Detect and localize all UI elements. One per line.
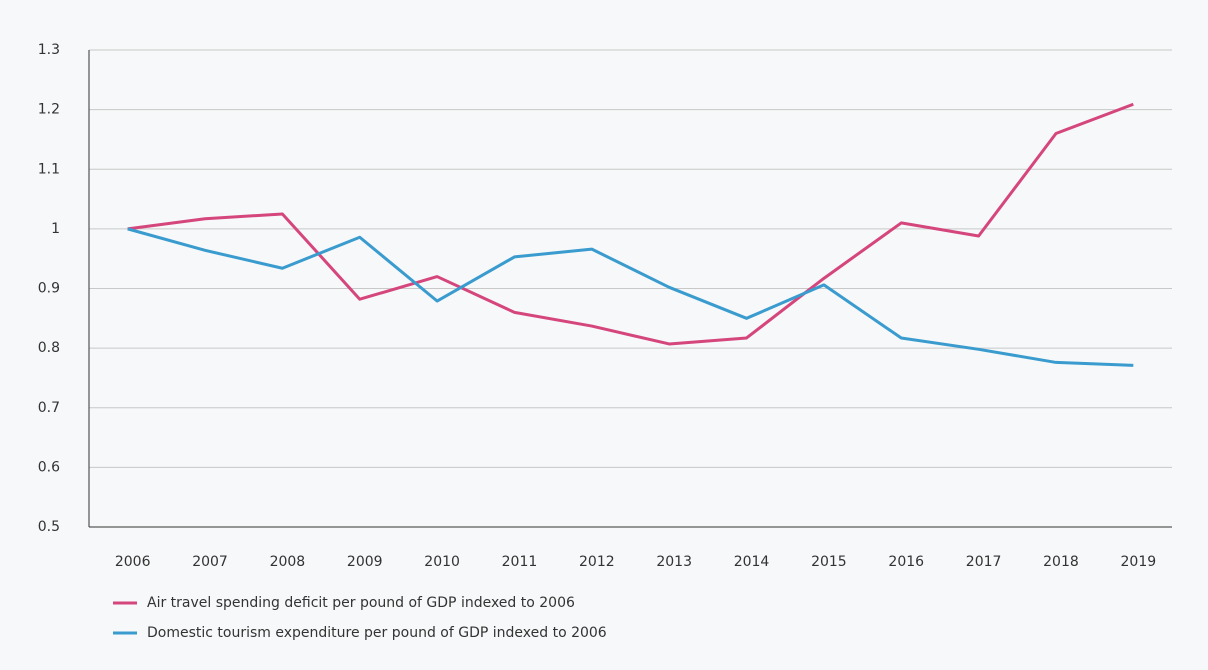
x-tick-label: 2011 [502, 554, 538, 570]
legend-label: Air travel spending deficit per pound of… [147, 595, 575, 611]
x-tick-label: 2015 [811, 554, 847, 570]
y-tick-label: 1.3 [38, 42, 60, 58]
x-tick-label: 2017 [966, 554, 1002, 570]
y-tick-label: 0.9 [38, 281, 60, 297]
x-tick-label: 2008 [270, 554, 306, 570]
x-tick-label: 2014 [734, 554, 770, 570]
x-tick-label: 2013 [656, 554, 692, 570]
x-tick-label: 2010 [424, 554, 460, 570]
series-line [127, 227, 1134, 367]
x-tick-label: 2006 [115, 554, 151, 570]
x-tick-label: 2012 [579, 554, 615, 570]
x-tick-label: 2016 [888, 554, 924, 570]
y-tick-label: 1 [51, 221, 60, 237]
y-tick-label: 0.8 [38, 340, 60, 356]
y-tick-label: 0.5 [38, 519, 60, 535]
x-tick-label: 2009 [347, 554, 383, 570]
x-tick-label: 2018 [1043, 554, 1079, 570]
y-tick-label: 0.7 [38, 400, 60, 416]
x-tick-label: 2007 [192, 554, 228, 570]
y-tick-label: 1.1 [38, 161, 60, 177]
y-tick-label: 1.2 [38, 102, 60, 118]
y-tick-label: 0.6 [38, 459, 60, 475]
series-line [127, 102, 1134, 346]
legend-label: Domestic tourism expenditure per pound o… [147, 625, 607, 641]
x-tick-label: 2019 [1121, 554, 1157, 570]
